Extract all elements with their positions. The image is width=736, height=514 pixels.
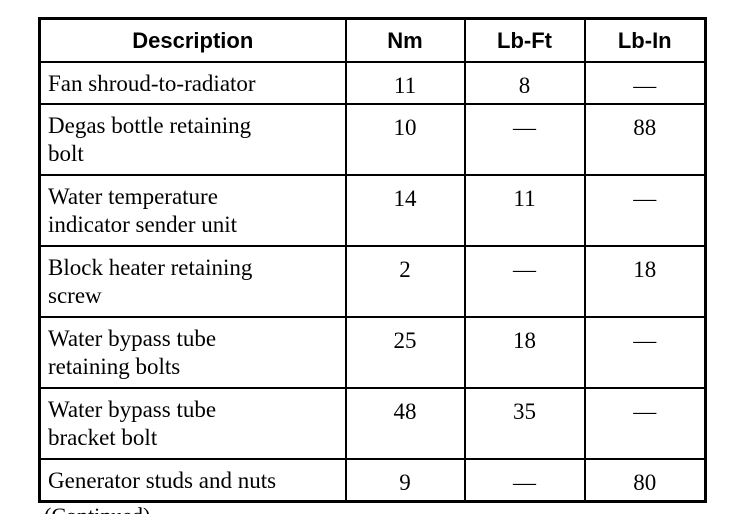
value-cell: 11 xyxy=(463,174,586,247)
table-row: Water temperature indicator sender unit 14… xyxy=(38,174,707,247)
value-cell: 8 xyxy=(463,61,586,105)
description-cell: Fan shroud-to-radiator xyxy=(38,61,347,105)
torque-table: Description Nm Lb-Ft Lb-In Fan shroud-to-ra… xyxy=(38,17,707,503)
value-cell: 35 xyxy=(463,387,586,460)
description-cell: Water bypass tube retaining bolts xyxy=(38,316,347,389)
cell-line: Generator studs and nuts xyxy=(48,468,277,493)
cell-line: bracket bolt xyxy=(48,425,158,450)
cell-line: retaining bolts xyxy=(48,354,181,379)
cell-line: bolt xyxy=(48,141,84,166)
cell-line: Water bypass tube xyxy=(48,326,217,351)
footer-note: (Continued) xyxy=(44,503,150,514)
value-cell: 18 xyxy=(583,245,707,318)
column-header: Description xyxy=(38,17,347,63)
table-row: Fan shroud-to-radiator 11 8— xyxy=(38,61,707,105)
table-row: Water bypass tube retaining bolts 25 18— xyxy=(38,316,707,389)
description-cell: Water bypass tube bracket bolt xyxy=(38,387,347,460)
description-cell: Water temperature indicator sender unit xyxy=(38,174,347,247)
cell-line: Block heater retaining xyxy=(48,255,253,280)
value-cell: — xyxy=(463,458,586,502)
value-cell: — xyxy=(583,174,707,247)
value-cell: — xyxy=(583,61,707,105)
cell-line: Water bypass tube xyxy=(48,397,217,422)
value-cell: 2 xyxy=(344,245,466,318)
cell-line: indicator sender unit xyxy=(48,212,238,237)
table-row: Degas bottle retaining bolt 10—88 xyxy=(38,103,707,176)
table-row: Generator studs and nuts 9—80 xyxy=(38,458,707,502)
value-cell: 18 xyxy=(463,316,586,389)
value-cell: 9 xyxy=(344,458,466,502)
description-cell: Block heater retaining screw xyxy=(38,245,347,318)
cell-line: screw xyxy=(48,283,102,308)
value-cell: 25 xyxy=(344,316,466,389)
value-cell: 80 xyxy=(583,458,707,502)
column-header: Nm xyxy=(344,17,466,63)
value-cell: — xyxy=(463,103,586,176)
header-row: Description Nm Lb-Ft Lb-In xyxy=(38,17,707,63)
column-header: Lb-Ft xyxy=(463,17,586,63)
table-row: Block heater retaining screw 2—18 xyxy=(38,245,707,318)
column-header: Lb-In xyxy=(583,17,707,63)
value-cell: — xyxy=(463,245,586,318)
value-cell: — xyxy=(583,316,707,389)
cell-line: Fan shroud-to-radiator xyxy=(48,71,256,96)
description-cell: Generator studs and nuts xyxy=(38,458,347,502)
description-cell: Degas bottle retaining bolt xyxy=(38,103,347,176)
value-cell: 88 xyxy=(583,103,707,176)
cell-line: Water temperature xyxy=(48,184,218,209)
value-cell: — xyxy=(583,387,707,460)
value-cell: 10 xyxy=(344,103,466,176)
value-cell: 11 xyxy=(344,61,466,105)
cell-line: Degas bottle retaining xyxy=(48,113,252,138)
value-cell: 14 xyxy=(344,174,466,247)
value-cell: 48 xyxy=(344,387,466,460)
table-row: Water bypass tube bracket bolt 48 35— xyxy=(38,387,707,460)
